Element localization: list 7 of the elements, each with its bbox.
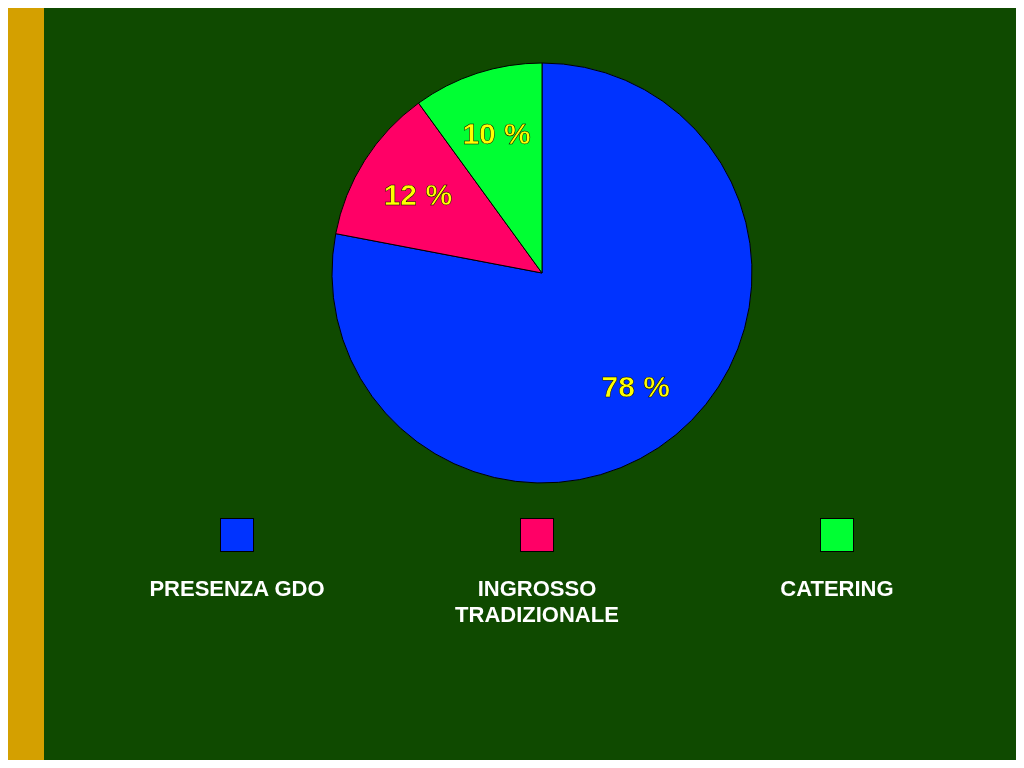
data-label: 12 %	[383, 177, 453, 211]
legend-label: INGROSSO TRADIZIONALE	[454, 576, 620, 628]
legend-label: PRESENZA GDO	[149, 576, 325, 602]
data-label: 10 %	[462, 116, 531, 150]
legend-label: CATERING	[780, 576, 894, 602]
pie-slice	[331, 62, 753, 484]
data-label: 78 %	[601, 369, 670, 403]
